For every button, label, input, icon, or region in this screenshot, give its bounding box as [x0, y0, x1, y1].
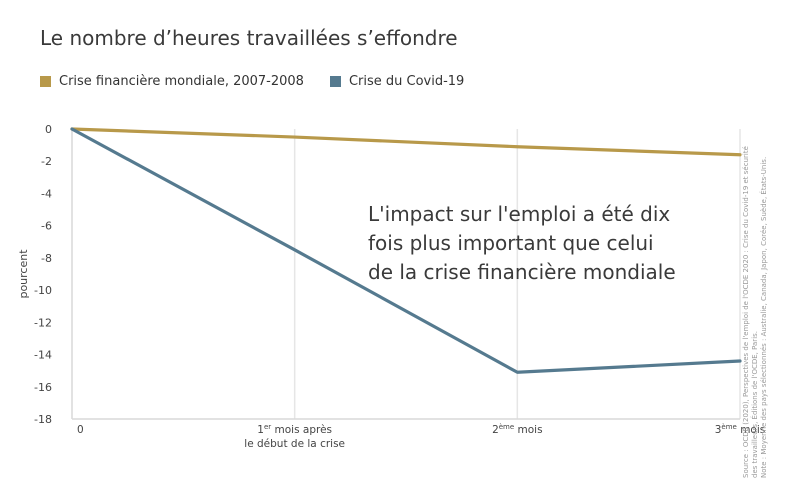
x-tick-label-line2: le début de la crise [244, 438, 345, 450]
legend-swatch-covid-crisis [329, 76, 341, 87]
annotation-line: L'impact sur l'emploi a été dix [368, 202, 671, 226]
annotation-line: de la crise financière mondiale [368, 260, 676, 284]
source-line: Source : OCDE (2020), Perspectives de l'… [742, 146, 750, 478]
annotation-note: L'impact sur l'emploi a été dix fois plu… [368, 200, 728, 287]
legend-item-financial-crisis: Crise financière mondiale, 2007-2008 [40, 74, 304, 89]
x-tick-label: 2ème mois [492, 423, 543, 436]
legend-label-financial-crisis: Crise financière mondiale, 2007-2008 [59, 74, 304, 89]
legend: Crise financière mondiale, 2007-2008 Cri… [40, 74, 490, 89]
x-tick-label: 0 [77, 424, 84, 436]
y-tick-label: -16 [34, 381, 52, 394]
source-line: Note : Moyenne des pays sélectionnés : A… [760, 156, 768, 478]
legend-label-covid-crisis: Crise du Covid-19 [348, 74, 465, 89]
series-line-1 [70, 127, 742, 374]
y-tick-label: -4 [41, 187, 52, 200]
chart-title: Le nombre d’heures travaillées s’effondr… [40, 26, 458, 50]
y-tick-label: -18 [34, 413, 52, 426]
y-tick-label: -8 [41, 252, 52, 265]
series-line-0 [70, 127, 742, 157]
y-tick-label: -6 [41, 220, 52, 233]
source-line: des travailleurs, Éditions de l'OCDE, Pa… [751, 330, 759, 478]
legend-item-covid-crisis: Crise du Covid-19 [329, 74, 465, 89]
y-tick-label: -14 [34, 349, 52, 362]
x-tick-label: 3ème mois [715, 423, 766, 436]
annotation-line: fois plus important que celui [368, 231, 654, 255]
source-note: Source : OCDE (2020), Perspectives de l'… [742, 58, 769, 478]
y-axis-label: pourcent [17, 249, 30, 299]
x-tick-label: 1er mois après [257, 423, 332, 436]
y-tick-label: -12 [34, 316, 52, 329]
y-tick-label: -10 [34, 284, 52, 297]
legend-swatch-financial-crisis [40, 76, 51, 87]
y-tick-label: 0 [45, 123, 52, 136]
y-tick-label: -2 [41, 155, 52, 168]
